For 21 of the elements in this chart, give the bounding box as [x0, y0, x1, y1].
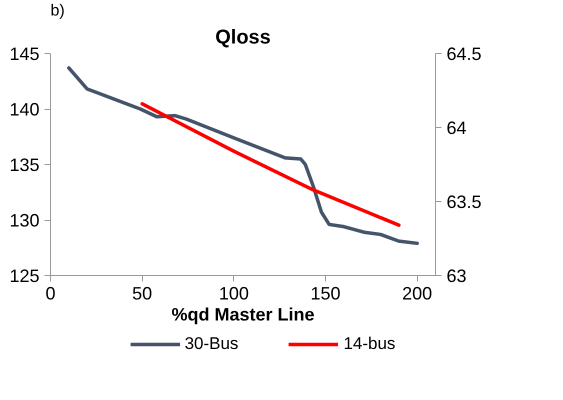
- x-tick-label: 50: [132, 284, 152, 304]
- x-tick-label: 0: [45, 284, 56, 304]
- y-tick-label: 135: [9, 155, 40, 175]
- y-tick-label: 130: [9, 210, 40, 230]
- chart-title: Qloss: [215, 26, 271, 48]
- x-tick-label: 150: [310, 284, 341, 304]
- y-tick-label: 140: [9, 100, 40, 120]
- line-series: [140, 102, 401, 227]
- y2-tick-label: 64: [446, 118, 467, 138]
- y2-tick-label: 63: [446, 266, 467, 286]
- y-tick-label: 145: [9, 44, 40, 64]
- line-series: [67, 66, 419, 246]
- text: b): [50, 2, 65, 20]
- x-axis-title: %qd Master Line: [171, 304, 315, 324]
- legend-label: 14-bus: [343, 334, 396, 354]
- y2-tick-label: 64.5: [446, 44, 482, 64]
- y2-tick-label: 63.5: [446, 192, 482, 212]
- x-tick-label: 100: [218, 284, 249, 304]
- y-tick-label: 125: [9, 266, 40, 286]
- x-tick-label: 200: [402, 284, 432, 304]
- legend-label: 30-Bus: [184, 334, 238, 354]
